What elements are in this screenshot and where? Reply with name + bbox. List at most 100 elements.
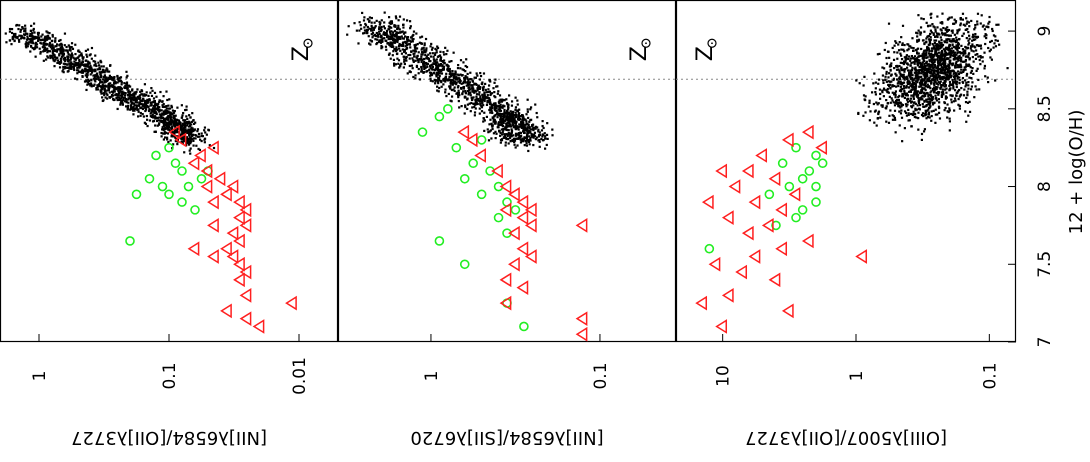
sdss-point (929, 55, 932, 58)
sample-b-point (443, 104, 453, 114)
sdss-point (159, 119, 162, 122)
sdss-point (399, 31, 402, 34)
sdss-point (74, 43, 77, 46)
sdss-point (530, 118, 533, 121)
sample-b-point (764, 189, 775, 200)
sdss-point (940, 95, 943, 99)
sdss-point (917, 55, 920, 58)
sdss-point (75, 69, 79, 72)
sdss-point (117, 96, 121, 99)
sdss-point (62, 49, 65, 52)
sdss-point (991, 27, 994, 31)
sdss-point (906, 100, 909, 103)
sdss-point (404, 41, 408, 44)
sdss-point (443, 53, 446, 56)
sdss-point (899, 72, 902, 75)
sdss-point (471, 98, 474, 101)
sample-b-point (434, 236, 445, 246)
sdss-point (199, 138, 202, 141)
sdss-point (76, 63, 79, 67)
sdss-point (181, 123, 185, 126)
sdss-point (961, 12, 965, 15)
sdss-point (66, 66, 69, 69)
sdss-point (198, 135, 201, 138)
sdss-point (475, 95, 478, 98)
sdss-point (177, 127, 180, 131)
sdss-point (893, 104, 897, 107)
sdss-point (174, 130, 178, 134)
sdss-point (135, 99, 138, 102)
sdss-point (491, 111, 494, 115)
sample-a-point (815, 140, 828, 156)
sdss-point (58, 66, 62, 69)
sdss-point (931, 74, 935, 77)
sdss-point (948, 16, 951, 19)
sdss-point (900, 90, 903, 93)
sdss-point (894, 72, 897, 75)
sdss-point (34, 44, 37, 47)
sdss-point (119, 80, 123, 83)
sdss-point (125, 86, 128, 89)
sample-b-point (493, 181, 504, 192)
sdss-point (962, 69, 965, 72)
sdss-point (912, 94, 915, 97)
sdss-point (891, 91, 894, 94)
sdss-point (953, 39, 956, 43)
sdss-point (115, 96, 118, 99)
sdss-point (509, 118, 512, 121)
sdss-point (183, 138, 186, 141)
sdss-point (940, 59, 943, 62)
sdss-point (102, 86, 105, 89)
sdss-point (430, 42, 433, 46)
sdss-point (423, 64, 426, 67)
sdss-point (501, 133, 504, 136)
sdss-point (544, 135, 547, 138)
sdss-point (946, 103, 949, 106)
sdss-point (418, 78, 422, 81)
sample-a-point (233, 210, 245, 225)
sdss-point (100, 92, 103, 95)
sdss-point (169, 113, 172, 116)
sdss-point (137, 115, 140, 118)
sdss-point (80, 69, 83, 72)
sdss-point (55, 45, 58, 48)
sdss-point (941, 68, 945, 71)
sdss-point (524, 140, 527, 143)
sdss-point (121, 90, 124, 93)
sdss-point (445, 72, 448, 75)
sdss-point (66, 70, 69, 73)
sdss-point (476, 102, 479, 106)
sdss-point (188, 149, 191, 152)
sdss-point (918, 100, 921, 103)
sdss-point (368, 42, 371, 45)
sdss-point (106, 94, 109, 97)
sdss-point (68, 66, 71, 69)
sdss-point (516, 144, 519, 147)
sdss-point (943, 85, 946, 88)
sdss-point (208, 144, 211, 147)
sdss-point (383, 33, 387, 36)
sdss-point (506, 134, 509, 138)
sdss-point (909, 77, 912, 80)
sdss-point (916, 35, 919, 38)
sdss-point (480, 104, 483, 107)
sdss-point (934, 35, 937, 39)
sdss-point (955, 83, 958, 86)
sdss-point (947, 57, 950, 60)
sdss-point (992, 46, 995, 49)
sdss-point (935, 32, 939, 35)
sdss-point (906, 80, 910, 83)
sdss-point (183, 123, 187, 127)
sdss-point (903, 43, 906, 47)
sdss-point (455, 76, 458, 79)
sdss-point (972, 50, 975, 53)
sdss-point (471, 79, 474, 82)
sdss-point (901, 68, 904, 71)
sdss-point (968, 76, 971, 79)
sdss-point (945, 76, 948, 79)
sdss-point (967, 87, 970, 90)
sdss-point (192, 122, 196, 125)
sdss-point (932, 33, 935, 37)
sdss-point (155, 103, 158, 107)
sdss-point (941, 93, 944, 96)
